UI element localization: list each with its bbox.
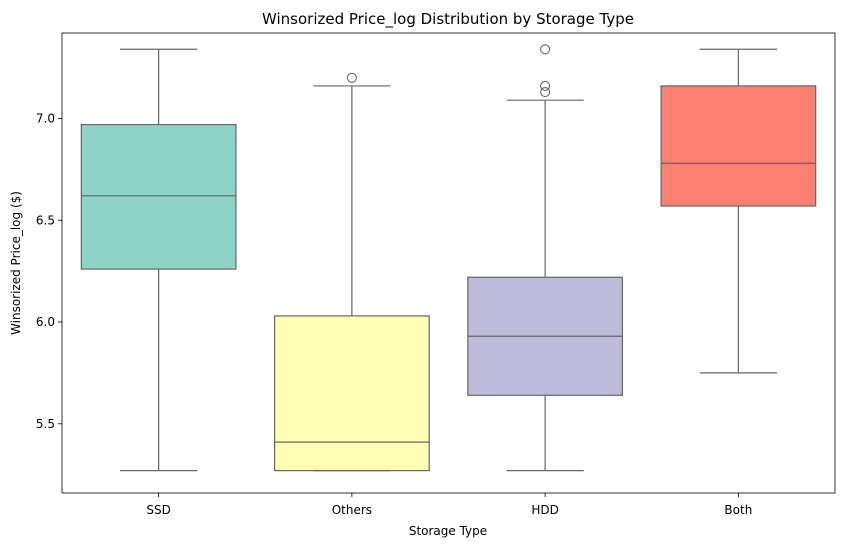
box-both bbox=[660, 85, 817, 207]
x-tick-label-both: Both bbox=[724, 503, 752, 517]
y-axis-label: Winsorized Price_log ($) bbox=[9, 191, 23, 335]
y-tick-label: 6.5 bbox=[36, 213, 55, 227]
outlier-hdd bbox=[540, 80, 551, 91]
x-axis-label: Storage Type bbox=[409, 524, 487, 538]
outlier-hdd bbox=[540, 44, 551, 55]
x-tick-label-ssd: SSD bbox=[146, 503, 170, 517]
chart-title: Winsorized Price_log Distribution by Sto… bbox=[262, 10, 634, 29]
plot-frame bbox=[61, 32, 836, 494]
outlier-others bbox=[346, 72, 357, 83]
x-tick-label-hdd: HDD bbox=[531, 503, 559, 517]
plot-area: 5.5 6.0 6.5 7.0 SSD Others HDD Both bbox=[36, 44, 817, 517]
box-ssd bbox=[80, 123, 237, 270]
outlier-hdd bbox=[540, 86, 551, 98]
x-tick-label-others: Others bbox=[332, 503, 372, 517]
y-tick-label: 5.5 bbox=[36, 417, 55, 431]
box-others bbox=[273, 315, 430, 472]
y-tick-label: 7.0 bbox=[36, 111, 55, 125]
y-tick-label: 6.0 bbox=[36, 315, 55, 329]
